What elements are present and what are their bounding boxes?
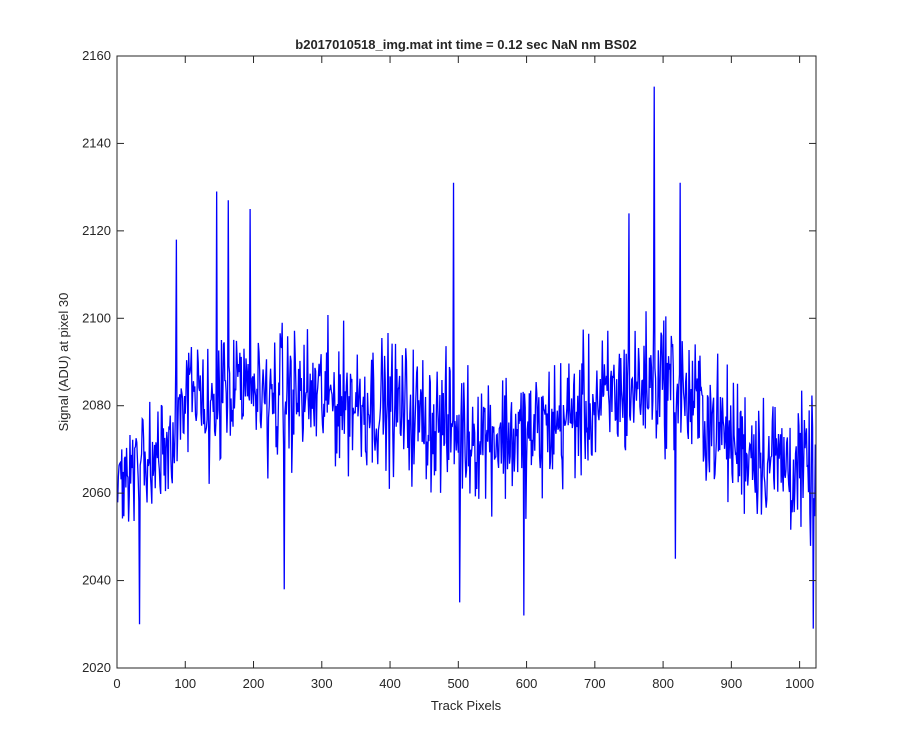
x-tick-label: 200 [243, 676, 265, 691]
chart-title: b2017010518_img.mat int time = 0.12 sec … [295, 37, 636, 52]
series-layer [117, 86, 816, 629]
x-axis-ticks: 0 100 200 300 400 500 600 700 800 900 1000 [113, 56, 814, 691]
y-tick-label: 2140 [82, 135, 111, 150]
y-axis-ticks: 2020 2040 2060 2080 2100 2120 2140 2160 [82, 48, 816, 675]
series-line [117, 86, 816, 629]
x-tick-label: 100 [174, 676, 196, 691]
y-tick-label: 2100 [82, 310, 111, 325]
x-tick-label: 600 [516, 676, 538, 691]
x-tick-label: 300 [311, 676, 333, 691]
y-axis-label: Signal (ADU) at pixel 30 [56, 293, 71, 432]
x-tick-label: 500 [447, 676, 469, 691]
x-tick-label: 0 [113, 676, 120, 691]
x-axis-label: Track Pixels [431, 698, 502, 713]
y-tick-label: 2080 [82, 398, 111, 413]
y-tick-label: 2120 [82, 223, 111, 238]
y-tick-label: 2020 [82, 660, 111, 675]
x-tick-label: 700 [584, 676, 606, 691]
y-tick-label: 2040 [82, 573, 111, 588]
y-tick-label: 2160 [82, 48, 111, 63]
x-tick-label: 1000 [785, 676, 814, 691]
x-tick-label: 900 [721, 676, 743, 691]
axes-box [116, 55, 817, 669]
y-tick-label: 2060 [82, 485, 111, 500]
x-tick-label: 400 [379, 676, 401, 691]
x-tick-label: 800 [652, 676, 674, 691]
